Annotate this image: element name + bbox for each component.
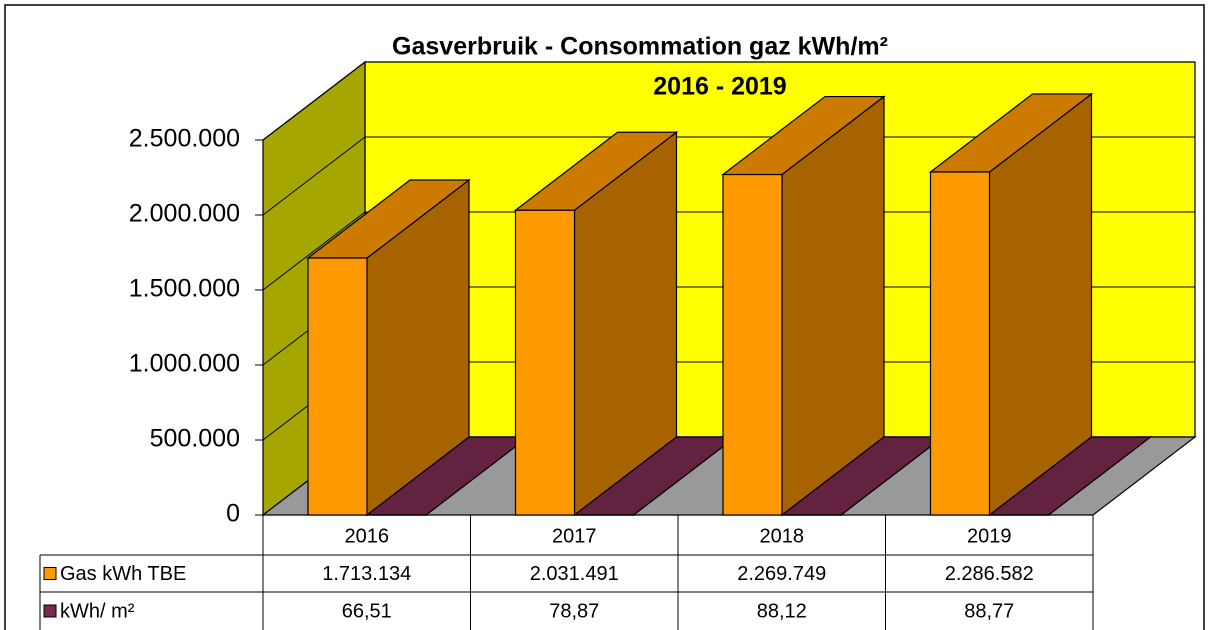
grid-line [262,61,366,141]
table-value: 2.031.491 [530,563,619,585]
y-tick-label: 0 [226,500,240,528]
table-value: 2.269.749 [737,563,826,585]
grid-line [262,136,366,216]
bar [722,173,783,516]
legend-swatch [43,567,57,580]
y-tick-label: 1.500.000 [129,275,240,303]
grid-line [262,211,366,291]
x-tick-label: 2016 [345,525,390,547]
table-value: 88,77 [964,600,1014,622]
table-value: 66,51 [342,600,392,622]
plot-area: 0 500.000 1.000.000 1.500.000 2.000.000 2.500… [129,60,1197,528]
y-tick-label: 1.000.000 [129,350,240,378]
table-value: 88,12 [757,600,807,622]
bar [307,257,368,516]
bar [929,171,991,516]
table-value: 1.713.134 [322,563,411,585]
legend-swatch [43,604,57,618]
table-value: 78,87 [549,600,599,622]
y-tick-label: 500.000 [150,425,240,453]
y-tick-label: 2.500.000 [129,125,240,153]
y-tick-label: 2.000.000 [129,200,240,228]
chart-title: Gasverbruik - Consommation gaz kWh/m² [392,33,888,61]
chart-subtitle: 2016 - 2019 [653,73,786,101]
legend-label: kWh/ m² [60,600,135,622]
bar [514,209,576,516]
x-tick-label: 2017 [552,525,597,547]
x-tick-label: 2019 [967,525,1012,547]
table-value: 2.286.582 [945,563,1034,585]
x-tick-label: 2018 [760,525,805,547]
legend-label: Gas kWh TBE [60,563,186,585]
